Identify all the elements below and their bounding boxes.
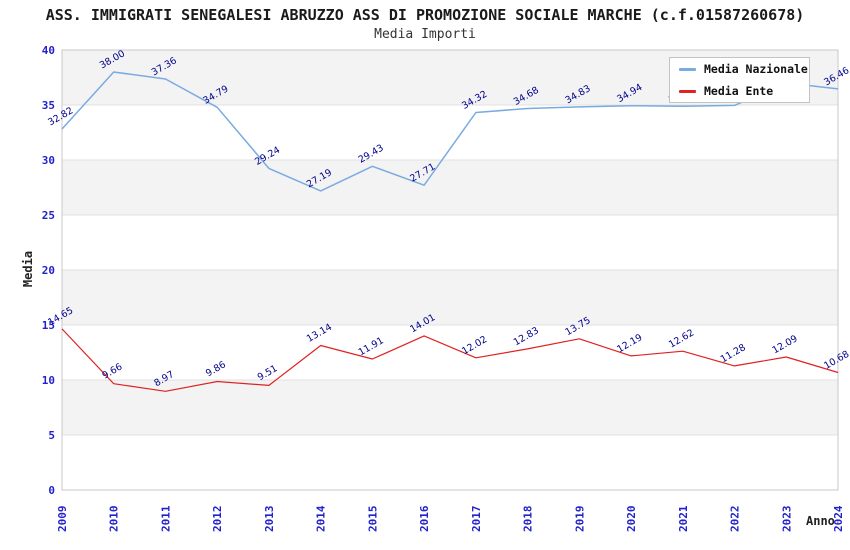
plot-band [62,435,838,490]
plot-band [62,325,838,380]
legend-line-swatch-red [679,89,696,93]
plot-band [62,380,838,435]
legend-line-swatch-blue [679,67,696,71]
x-axis-title: Anno [806,514,835,528]
legend-item-media-nazionale: Media Nazionale [670,58,809,80]
x-tick-label: 2010 [108,506,121,533]
y-tick-label: 30 [42,154,55,167]
x-tick-label: 2016 [418,505,431,532]
y-tick-label: 10 [42,374,55,387]
x-tick-label: 2021 [677,505,690,532]
x-tick-label: 2023 [780,506,793,533]
x-tick-label: 2012 [211,506,224,533]
plot-band [62,270,838,325]
legend-label-media-ente: Media Ente [704,84,774,98]
y-tick-label: 25 [42,209,55,222]
x-tick-label: 2017 [470,506,483,533]
y-tick-label: 5 [48,429,55,442]
plot-band [62,105,838,160]
x-tick-label: 2018 [522,506,535,533]
chart-title: ASS. IMMIGRATI SENEGALESI ABRUZZO ASS DI… [45,6,805,24]
x-tick-label: 2024 [832,505,845,532]
x-tick-label: 2009 [56,506,69,533]
plot-band [62,215,838,270]
legend-box: Media Nazionale Media Ente [669,57,810,103]
x-tick-label: 2014 [315,505,328,532]
plot-band [62,160,838,215]
y-tick-label: 0 [48,484,55,497]
y-tick-label: 20 [42,264,55,277]
x-tick-label: 2011 [160,505,173,532]
y-tick-label: 40 [42,44,55,57]
x-tick-label: 2019 [573,506,586,533]
x-tick-label: 2013 [263,506,276,533]
y-tick-label: 35 [42,99,55,112]
x-tick-label: 2015 [366,506,379,533]
plot-border [61,49,839,491]
series-line-media-ente [61,328,839,392]
x-tick-label: 2020 [625,506,638,533]
y-tick-label: 15 [42,319,55,332]
legend-item-media-ente: Media Ente [670,80,809,102]
x-tick-label: 2022 [729,506,742,533]
series-line-media-nazionale [61,71,839,192]
chart-subtitle: Media Importi [374,27,476,42]
legend-label-media-nazionale: Media Nazionale [704,62,808,76]
